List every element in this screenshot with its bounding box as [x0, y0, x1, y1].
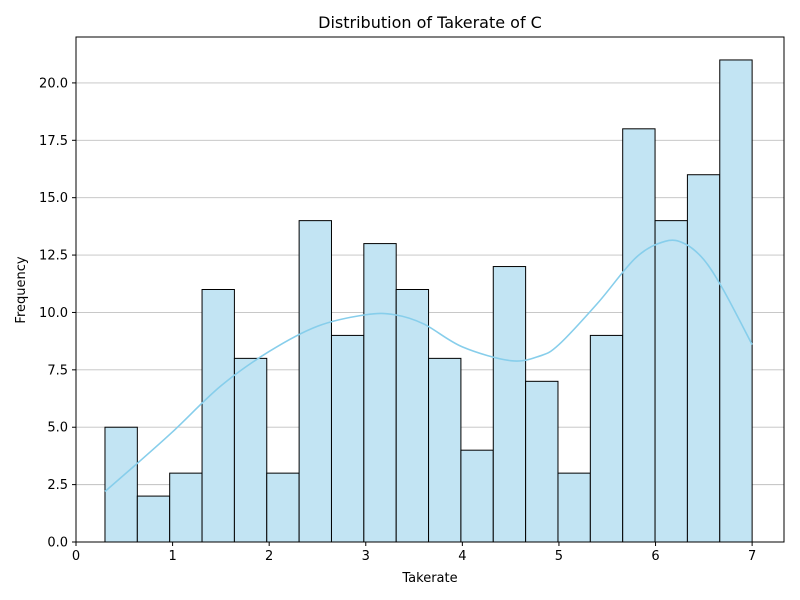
x-axis-label: Takerate — [401, 571, 457, 586]
histogram-bar — [233, 357, 268, 543]
histogram-bar — [298, 220, 332, 543]
x-tick-label: 6 — [651, 549, 659, 564]
y-tick-label: 12.5 — [39, 249, 68, 264]
x-tick-label: 2 — [265, 549, 273, 564]
y-tick-label: 20.0 — [39, 76, 68, 91]
y-axis-label: Frequency — [14, 256, 29, 323]
x-tick-label: 7 — [748, 549, 756, 564]
histogram-bar — [686, 174, 721, 543]
y-tick-label: 17.5 — [39, 134, 68, 149]
histogram-bar — [460, 449, 494, 543]
plot-frame — [75, 36, 785, 543]
x-tick-label: 1 — [168, 549, 176, 564]
y-tick-label: 7.5 — [47, 363, 68, 378]
histogram-bar — [719, 59, 753, 543]
histogram-bar — [136, 495, 171, 543]
x-tick-label: 5 — [555, 549, 563, 564]
kde-line — [104, 239, 753, 493]
histogram-bar — [525, 380, 559, 543]
y-tick-label: 5.0 — [47, 421, 68, 436]
x-tick-label: 4 — [458, 549, 466, 564]
y-tick-label: 15.0 — [39, 191, 68, 206]
y-tick-label: 2.5 — [47, 478, 68, 493]
y-axis-ticks: 0.0 2.5 5.0 7.5 10.0 12.5 15.0 17.5 20.0 — [39, 76, 76, 551]
y-tick-label: 10.0 — [39, 306, 68, 321]
histogram-bar — [169, 472, 203, 543]
x-axis-ticks: 0 1 2 3 4 5 6 7 — [72, 542, 756, 564]
histogram-bar — [557, 472, 591, 543]
histogram-bar — [589, 334, 624, 543]
y-tick-label: 0.0 — [47, 536, 68, 551]
histogram-bar — [104, 426, 138, 543]
histogram-bar — [201, 289, 235, 543]
histogram-bar — [492, 266, 527, 543]
chart-title: Distribution of Takerate of C — [318, 13, 542, 32]
histogram-bar — [363, 243, 397, 543]
histogram-bar — [330, 334, 365, 543]
histogram-bar — [395, 289, 430, 543]
histogram-bar — [622, 128, 656, 543]
x-tick-label: 3 — [362, 549, 370, 564]
histogram-bar — [266, 472, 300, 543]
histogram-bar — [654, 220, 688, 543]
x-tick-label: 0 — [72, 549, 80, 564]
bars — [104, 59, 753, 543]
histogram-bar — [428, 357, 462, 543]
